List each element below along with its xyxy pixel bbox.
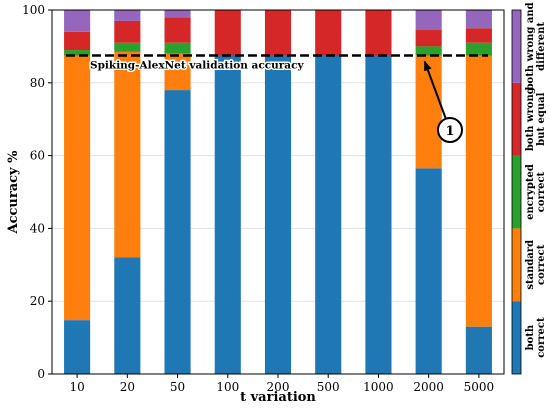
y-tick-label: 40: [30, 221, 45, 235]
bar-segment: [415, 168, 442, 374]
colorbar-label-line: different: [536, 22, 547, 71]
x-tick-label: 1000: [363, 380, 394, 394]
colorbar-label-line: but equal: [536, 92, 547, 145]
colorbar-label: both wrongbut equal: [525, 87, 547, 151]
reference-line-group: Spiking-AlexNet validation accuracy: [66, 54, 488, 73]
colorbar-label: bothcorrect: [525, 317, 547, 358]
y-axis-label: Accuracy %: [6, 150, 21, 235]
x-tick-label: 50: [170, 380, 185, 394]
bar-segment: [465, 326, 492, 374]
colorbar-label-line: correct: [536, 171, 547, 212]
colorbar-segment: [512, 155, 521, 229]
bar-segment: [114, 51, 141, 258]
x-axis: 10 20 50 100 200 500 1000 2000 5000: [69, 374, 494, 394]
bar-segment: [264, 10, 292, 56]
colorbar-segment: [512, 301, 521, 374]
colorbar-label: standardcorrect: [525, 240, 547, 290]
colorbar-label: encryptedcorrect: [525, 164, 547, 220]
bar-segment: [465, 10, 492, 29]
x-tick-label: 10: [69, 380, 84, 394]
bar-segment: [365, 55, 392, 374]
bar-segment: [214, 55, 241, 374]
x-tick-label: 5000: [464, 380, 495, 394]
annotation-arrow: [423, 60, 447, 120]
bar-segment: [415, 10, 442, 31]
x-tick-label: 500: [317, 380, 340, 394]
bar-segment: [465, 55, 492, 327]
x-tick-label: 100: [216, 380, 239, 394]
bar-segment: [114, 20, 141, 43]
colorbar-segment: [512, 228, 521, 302]
colorbar-label-line: correct: [536, 244, 547, 285]
bar-segment: [465, 42, 492, 56]
x-axis-label: t variation: [240, 390, 316, 405]
colorbar-label-line: standard: [525, 240, 536, 290]
bar-segment: [264, 55, 292, 374]
bar-segment: [465, 28, 492, 43]
bar-segment: [164, 42, 191, 54]
bar-segment: [164, 10, 191, 18]
y-tick-label: 80: [30, 76, 45, 90]
bar-segment: [164, 90, 191, 374]
bar-segment: [365, 10, 392, 56]
bar-segment: [415, 30, 442, 47]
annotation-number: 1: [445, 124, 454, 139]
bar-segment: [114, 42, 141, 52]
bar-segment: [64, 320, 91, 374]
bar-segment: [164, 17, 191, 43]
colorbar-label-line: correct: [536, 317, 547, 358]
bar-segment: [64, 55, 91, 321]
bars: [64, 10, 492, 374]
annotation-group: 1: [423, 60, 463, 143]
annotation-circle: [437, 117, 463, 143]
y-tick-label: 0: [37, 367, 45, 381]
x-tick-label: 200: [267, 380, 290, 394]
colorbar-segment: [512, 10, 521, 83]
colorbar-label-line: both: [525, 324, 536, 350]
bar-segment: [415, 46, 442, 56]
y-axis: 0 20 40 60 80 100: [22, 3, 52, 381]
colorbar-label-line: both wrong and: [525, 2, 536, 90]
colorbar-label-line: encrypted: [525, 164, 536, 220]
bar-segment: [64, 31, 91, 51]
y-tick-label: 100: [22, 3, 45, 17]
x-tick-label: 2000: [413, 380, 444, 394]
bar-segment: [214, 10, 241, 56]
colorbar-label-line: both wrong: [525, 87, 536, 151]
bar-segment: [64, 10, 91, 32]
colorbar-segment: [512, 82, 521, 156]
y-tick-label: 20: [30, 294, 45, 308]
bar-segment: [164, 53, 191, 91]
colorbar: bothcorrectstandardcorrectencryptedcorre…: [511, 2, 547, 375]
reference-line-label: Spiking-AlexNet validation accuracy: [90, 60, 304, 72]
bar-segment: [315, 55, 342, 374]
bar-segment: [64, 50, 91, 56]
bar-segment: [315, 10, 342, 56]
x-tick-label: 20: [120, 380, 135, 394]
y-tick-label: 60: [30, 149, 45, 163]
bar-segment: [114, 10, 141, 21]
colorbar-label: both wrong anddifferent: [525, 2, 547, 90]
colorbar-frame: [511, 9, 522, 375]
bar-segment: [114, 257, 141, 374]
